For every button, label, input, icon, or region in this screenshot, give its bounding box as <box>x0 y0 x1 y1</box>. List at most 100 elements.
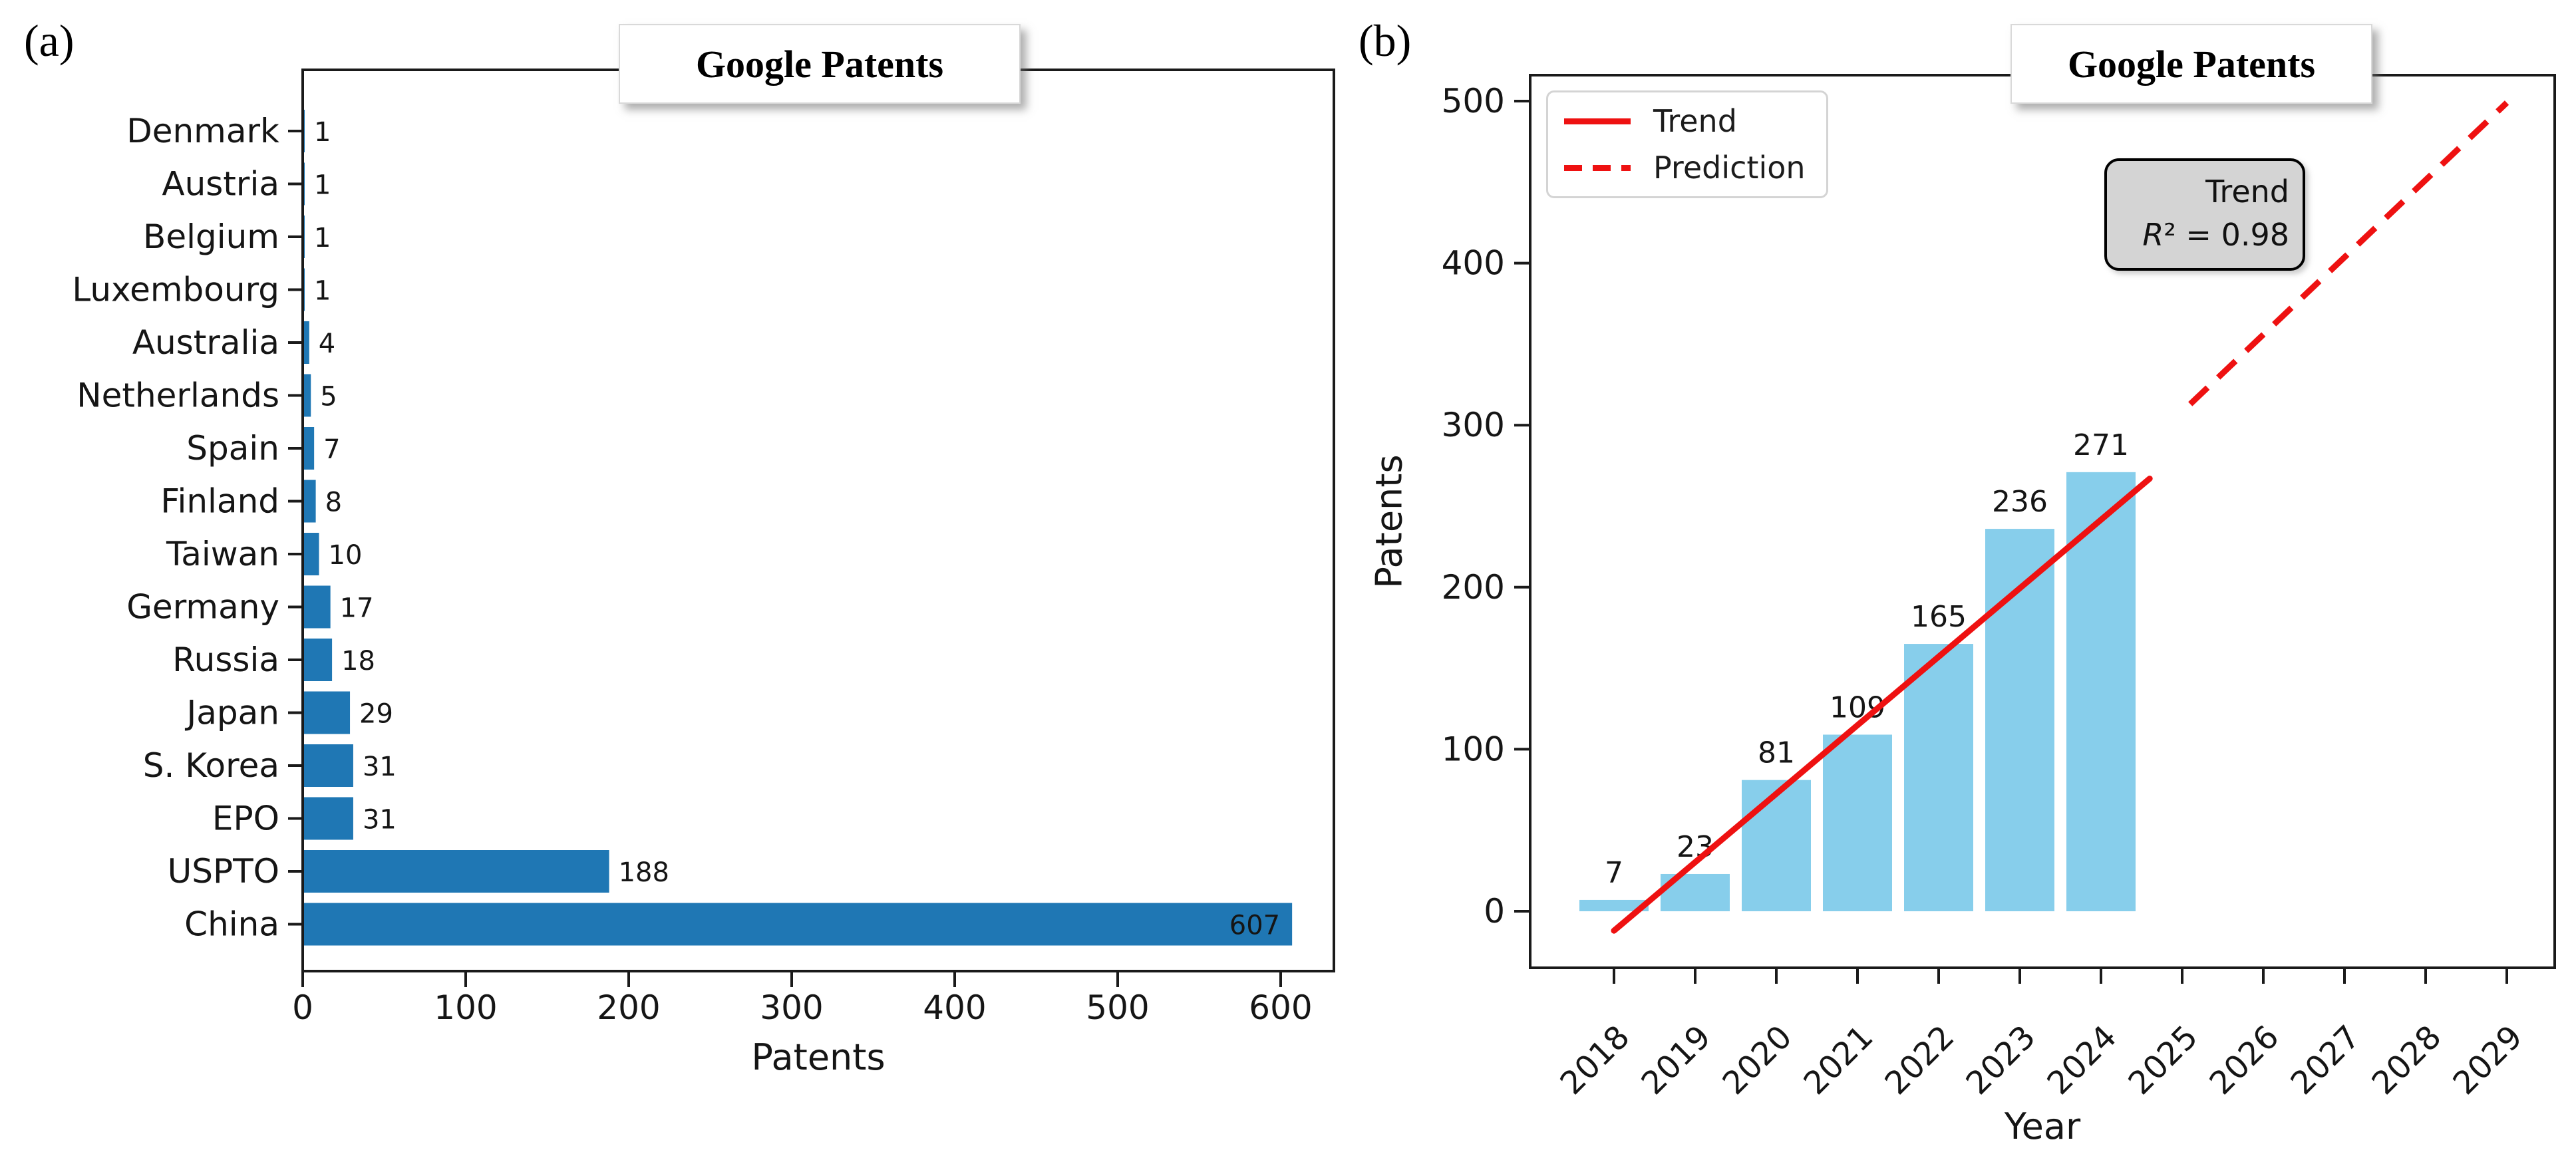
bar-2020 <box>1742 780 1811 911</box>
category-label-10: Russia <box>172 641 279 679</box>
bar-japan <box>303 691 351 734</box>
y-tick-label-100: 100 <box>1442 730 1505 768</box>
value-label-13: 31 <box>363 805 397 835</box>
legend-dashed-line-icon <box>1564 164 1631 171</box>
x-tick-label-400: 400 <box>923 988 986 1027</box>
category-label-7: Finland <box>160 482 279 521</box>
bar-germany <box>303 585 331 629</box>
bar-netherlands <box>303 374 311 417</box>
legend-label-prediction: Prediction <box>1653 150 1806 186</box>
value-label-3: 1 <box>314 276 331 307</box>
value-label-11: 29 <box>359 699 393 730</box>
chart-a-spines <box>301 69 1335 972</box>
x-tick-label-2020: 2020 <box>1716 1018 1800 1102</box>
chart-b-yaxis-label: Patents <box>1368 454 1410 589</box>
legend-item-prediction: Prediction <box>1564 150 1826 186</box>
x-tick-label-2018: 2018 <box>1553 1018 1637 1102</box>
value-label-7: 8 <box>325 488 342 518</box>
x-tick-label-2026: 2026 <box>2203 1018 2287 1102</box>
x-tick-label-2028: 2028 <box>2365 1018 2449 1102</box>
bar-spain <box>303 427 315 470</box>
category-label-3: Luxembourg <box>72 271 279 309</box>
x-tick-label-2027: 2027 <box>2284 1018 2368 1102</box>
legend: Trend Prediction <box>1546 90 1828 198</box>
chart-a-xaxis-label: Patents <box>751 1036 886 1078</box>
x-tick-label-2022: 2022 <box>1878 1018 1962 1102</box>
bar-2024 <box>2066 472 2136 911</box>
value-label-2: 1 <box>314 223 331 253</box>
x-tick-label-300: 300 <box>760 988 823 1027</box>
category-label-15: China <box>184 905 279 944</box>
bar-epo <box>303 797 353 840</box>
x-tick-label-100: 100 <box>434 988 497 1027</box>
y-tick-label-300: 300 <box>1442 406 1505 444</box>
category-label-14: USPTO <box>168 852 279 891</box>
value-label-9: 17 <box>340 593 374 624</box>
value-label-12: 31 <box>363 752 397 782</box>
category-label-6: Spain <box>186 429 279 468</box>
x-tick-label-2025: 2025 <box>2122 1018 2205 1102</box>
x-tick-label-2029: 2029 <box>2446 1018 2530 1102</box>
bar-2023 <box>1985 529 2054 911</box>
y-tick-label-0: 0 <box>1484 892 1505 931</box>
x-tick-label-500: 500 <box>1086 988 1149 1027</box>
value-label-2024: 271 <box>2073 428 2129 462</box>
bar-2022 <box>1904 644 1973 911</box>
trend-line <box>1611 476 2153 934</box>
prediction-line <box>2188 100 2509 406</box>
y-tick-label-200: 200 <box>1442 568 1505 607</box>
bar-taiwan <box>303 533 319 575</box>
trend-annotation-box: Trend R² = 0.98 <box>2104 158 2305 271</box>
value-label-10: 18 <box>341 646 375 676</box>
bar-china <box>303 903 1293 946</box>
panel-a-label: (a) <box>24 15 75 66</box>
bar-uspto <box>303 850 609 893</box>
bar-2018 <box>1579 899 1649 911</box>
bar-s-korea <box>303 744 353 787</box>
chart-b-xaxis-label: Year <box>2004 1105 2081 1147</box>
category-label-11: Japan <box>185 694 279 732</box>
legend-label-trend: Trend <box>1653 103 1737 139</box>
value-label-6: 7 <box>323 434 340 465</box>
panel-b-label: (b) <box>1359 15 1412 66</box>
y-tick-label-400: 400 <box>1442 244 1505 283</box>
category-label-5: Netherlands <box>77 376 279 415</box>
legend-solid-line-icon <box>1564 118 1631 124</box>
category-label-1: Austria <box>162 165 279 204</box>
category-label-8: Taiwan <box>166 535 279 573</box>
value-label-5: 5 <box>320 382 337 412</box>
category-label-2: Belgium <box>143 218 279 256</box>
chart-b-title-box: Google Patents <box>2011 24 2372 104</box>
bar-russia <box>303 639 333 681</box>
y-tick-label-500: 500 <box>1442 82 1505 120</box>
category-label-4: Australia <box>132 323 279 362</box>
value-label-15: 607 <box>1229 911 1280 941</box>
value-label-2023: 236 <box>1992 485 2048 519</box>
x-tick-label-2023: 2023 <box>1959 1018 2043 1102</box>
chart-a-title-box: Google Patents <box>619 24 1021 104</box>
chart-b-title: Google Patents <box>2067 42 2316 86</box>
value-label-0: 1 <box>314 117 331 148</box>
value-label-14: 188 <box>619 857 669 888</box>
x-tick-label-2019: 2019 <box>1635 1018 1718 1102</box>
value-label-2018: 7 <box>1605 856 1623 890</box>
value-label-2020: 81 <box>1758 736 1795 770</box>
bar-2021 <box>1823 734 1892 911</box>
bar-finland <box>303 480 316 523</box>
category-label-12: S. Korea <box>143 746 279 785</box>
bar-australia <box>303 321 309 364</box>
x-tick-label-200: 200 <box>597 988 660 1027</box>
value-label-1: 1 <box>314 170 331 201</box>
x-tick-label-0: 0 <box>292 988 313 1027</box>
value-label-2022: 165 <box>1911 600 1967 634</box>
annotation-r-squared: R² = 0.98 <box>2142 217 2289 253</box>
chart-a-title: Google Patents <box>695 42 944 86</box>
category-label-9: Germany <box>126 588 279 627</box>
category-label-13: EPO <box>212 800 279 838</box>
value-label-4: 4 <box>319 329 335 359</box>
x-tick-label-2024: 2024 <box>2040 1018 2124 1102</box>
legend-item-trend: Trend <box>1564 103 1826 139</box>
x-tick-label-600: 600 <box>1249 988 1312 1027</box>
value-label-8: 10 <box>329 540 363 571</box>
